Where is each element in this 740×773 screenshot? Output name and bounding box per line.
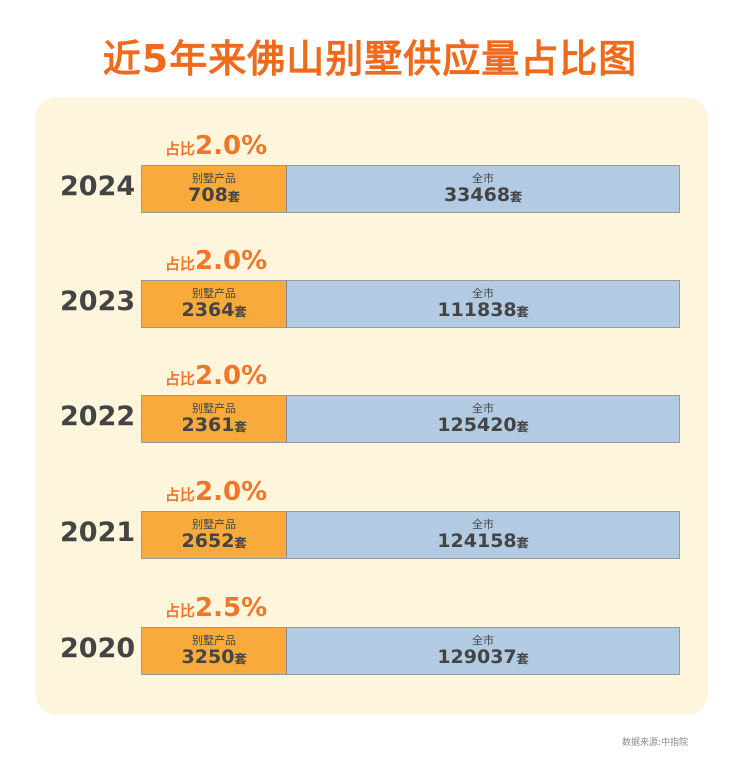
city-label: 全市 (472, 517, 494, 531)
city-value: 125420 (437, 413, 517, 436)
year-label: 2022 (60, 401, 136, 432)
ratio-label: 占比2.0% (165, 131, 267, 161)
stacked-bar: 别墅产品 708套 全市 33468套 (141, 165, 680, 213)
unit: 套 (516, 419, 529, 434)
ratio-label: 占比2.0% (165, 246, 267, 276)
villa-value: 708 (188, 183, 228, 206)
city-bar-segment: 全市 129037套 (287, 628, 679, 674)
ratio-label: 占比2.0% (165, 477, 267, 507)
chart-row: 占比2.0% 2023 别墅产品 2364套 全市 111838套 (0, 246, 740, 346)
data-source: 数据来源:中指院 (621, 738, 688, 748)
unit: 套 (234, 535, 247, 550)
city-value: 129037 (437, 645, 517, 668)
ratio-value: 2.0% (195, 477, 268, 507)
chart-row: 占比2.0% 2024 别墅产品 708套 全市 33468套 (0, 131, 740, 231)
city-value: 124158 (437, 529, 517, 552)
stacked-bar: 别墅产品 2364套 全市 111838套 (141, 280, 680, 328)
villa-value: 2364 (181, 298, 235, 321)
ratio-prefix: 占比 (165, 486, 196, 504)
villa-bar-segment: 别墅产品 2361套 (142, 396, 287, 442)
ratio-value: 2.0% (195, 361, 268, 391)
villa-label: 别墅产品 (192, 517, 236, 531)
villa-label: 别墅产品 (192, 171, 236, 185)
villa-label: 别墅产品 (192, 401, 236, 415)
ratio-value: 2.0% (195, 246, 268, 276)
villa-value: 3250 (181, 645, 235, 668)
city-bar-segment: 全市 125420套 (287, 396, 679, 442)
city-label: 全市 (472, 286, 494, 300)
city-label: 全市 (472, 633, 494, 647)
stacked-bar: 别墅产品 2652套 全市 124158套 (141, 511, 680, 559)
villa-label: 别墅产品 (192, 286, 236, 300)
chart-row: 占比2.0% 2021 别墅产品 2652套 全市 124158套 (0, 477, 740, 577)
villa-bar-segment: 别墅产品 3250套 (142, 628, 287, 674)
city-value: 33468 (443, 183, 511, 206)
unit: 套 (234, 651, 247, 666)
city-bar-segment: 全市 33468套 (287, 166, 679, 212)
villa-bar-segment: 别墅产品 2652套 (142, 512, 287, 558)
ratio-prefix: 占比 (165, 255, 196, 273)
unit: 套 (227, 189, 240, 204)
ratio-label: 占比2.0% (165, 361, 267, 391)
year-label: 2021 (60, 517, 136, 548)
unit: 套 (516, 651, 529, 666)
ratio-value: 2.5% (195, 593, 268, 623)
city-label: 全市 (472, 171, 494, 185)
year-label: 2024 (60, 171, 136, 202)
city-value: 111838 (437, 298, 517, 321)
city-bar-segment: 全市 111838套 (287, 281, 679, 327)
ratio-prefix: 占比 (165, 140, 196, 158)
year-label: 2023 (60, 286, 136, 317)
ratio-prefix: 占比 (165, 370, 196, 388)
chart-title: 近5年来佛山别墅供应量占比图 (102, 37, 638, 81)
stacked-bar: 别墅产品 3250套 全市 129037套 (141, 627, 680, 675)
year-label: 2020 (60, 633, 136, 664)
villa-bar-segment: 别墅产品 2364套 (142, 281, 287, 327)
city-bar-segment: 全市 124158套 (287, 512, 679, 558)
stacked-bar: 别墅产品 2361套 全市 125420套 (141, 395, 680, 443)
chart-row: 占比2.5% 2020 别墅产品 3250套 全市 129037套 (0, 593, 740, 693)
villa-bar-segment: 别墅产品 708套 (142, 166, 287, 212)
unit: 套 (516, 304, 529, 319)
villa-label: 别墅产品 (192, 633, 236, 647)
city-label: 全市 (472, 401, 494, 415)
unit: 套 (516, 535, 529, 550)
unit: 套 (234, 419, 247, 434)
chart-row: 占比2.0% 2022 别墅产品 2361套 全市 125420套 (0, 361, 740, 461)
ratio-label: 占比2.5% (165, 593, 267, 623)
ratio-prefix: 占比 (165, 602, 196, 620)
ratio-value: 2.0% (195, 131, 268, 161)
unit: 套 (234, 304, 247, 319)
unit: 套 (510, 189, 523, 204)
villa-value: 2361 (181, 413, 235, 436)
villa-value: 2652 (181, 529, 235, 552)
